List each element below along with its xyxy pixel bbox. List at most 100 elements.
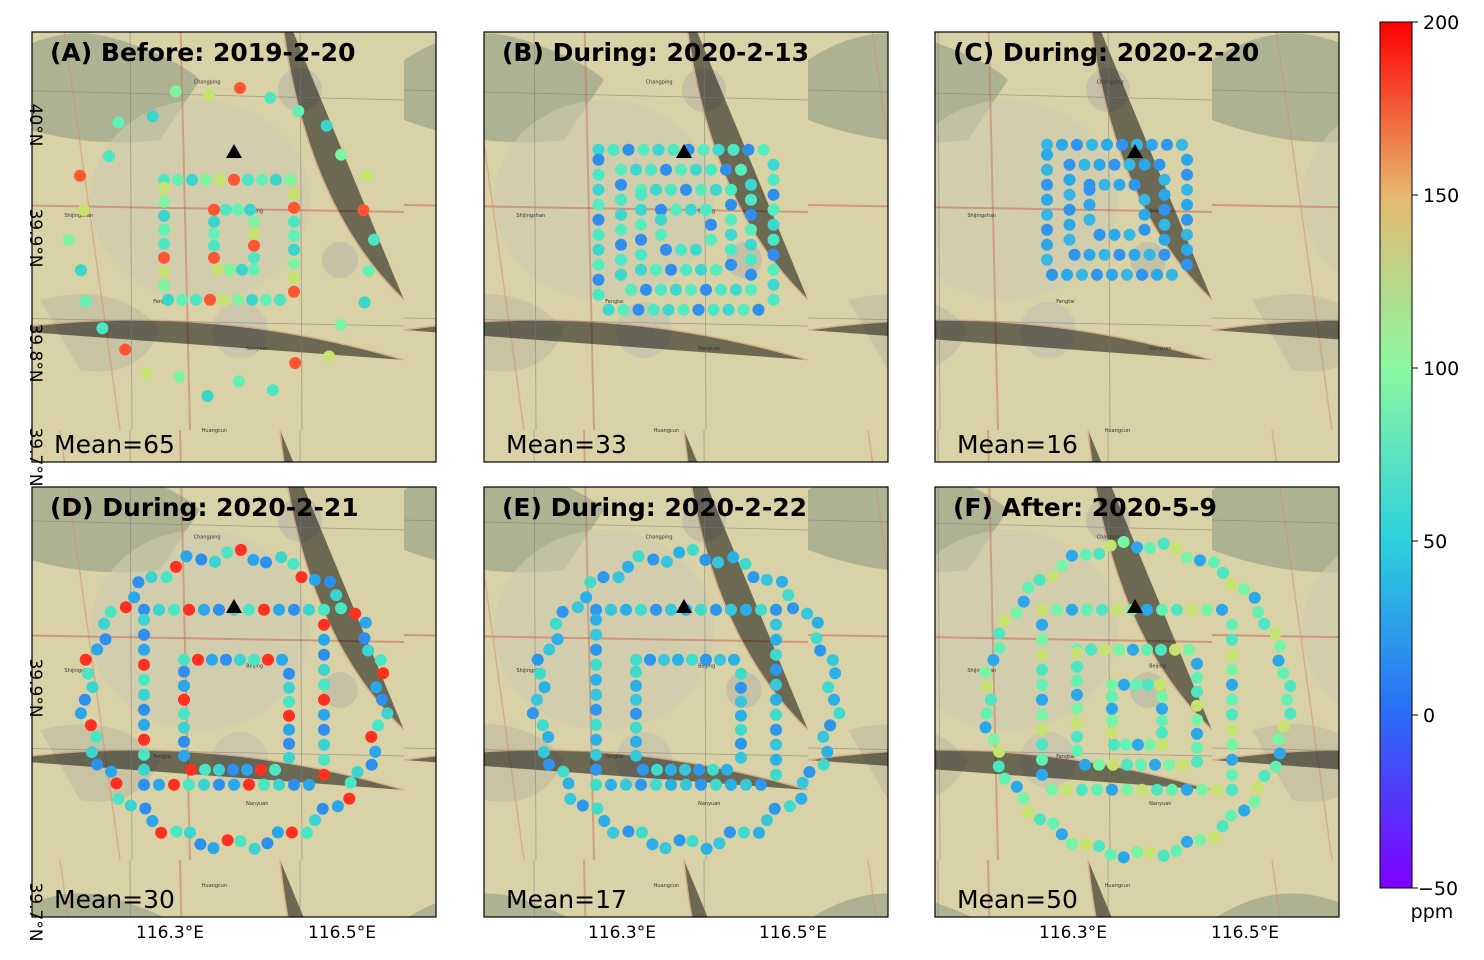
measurement-point	[199, 763, 211, 776]
measurement-point	[735, 723, 747, 736]
measurement-point	[1201, 603, 1213, 616]
measurement-point	[735, 737, 747, 750]
measurement-point	[138, 748, 150, 761]
measurement-point	[248, 215, 260, 228]
measurement-point	[735, 709, 747, 722]
measurement-point	[767, 293, 780, 306]
measurement-point	[590, 613, 602, 626]
measurement-point	[630, 653, 642, 666]
measurement-point	[615, 178, 627, 191]
measurement-point	[735, 751, 747, 764]
measurement-point	[753, 826, 765, 839]
measurement-point	[1166, 268, 1178, 281]
measurement-point	[647, 303, 660, 316]
measurement-point	[1071, 688, 1083, 701]
measurement-point	[590, 688, 602, 701]
measurement-point	[700, 203, 712, 216]
colorbar-tick-150: 150	[1423, 185, 1459, 207]
measurement-point	[303, 603, 315, 616]
measurement-point	[1106, 726, 1118, 739]
measurement-point	[169, 85, 182, 98]
measurement-point	[138, 658, 150, 671]
panel-mean-a: Mean=65	[54, 430, 175, 459]
measurement-point	[1158, 203, 1171, 216]
measurement-point	[1071, 646, 1083, 659]
lat-tick-39-9: 39.9°N	[25, 208, 45, 267]
measurement-point	[557, 765, 570, 778]
basemap-e	[483, 486, 889, 918]
measurement-point	[725, 258, 737, 271]
measurement-point	[770, 663, 782, 676]
measurement-point	[1098, 178, 1111, 191]
measurement-point	[672, 653, 684, 666]
measurement-point	[590, 658, 602, 671]
measurement-point	[630, 707, 642, 720]
measurement-point	[1041, 223, 1053, 236]
measurement-point	[592, 198, 605, 211]
measurement-point	[1118, 678, 1130, 691]
measurement-point	[1034, 813, 1046, 826]
measurement-point	[1237, 583, 1250, 596]
measurement-point	[1143, 248, 1156, 261]
measurement-point	[1191, 685, 1203, 698]
map-panel-d: Beijing Shijingshan Fengtai Nanyuan Huangcun…	[31, 486, 437, 918]
measurement-points-c	[1041, 138, 1193, 281]
measurement-point	[551, 633, 564, 646]
measurement-point	[776, 575, 788, 588]
measurement-point	[62, 233, 75, 246]
panel-title-b: (B) During: 2020-2-13	[502, 38, 809, 67]
measurement-point	[234, 543, 247, 556]
measurement-point	[1046, 783, 1058, 796]
measurement-point	[787, 602, 799, 615]
measurement-point	[615, 268, 627, 281]
measurement-point	[1138, 193, 1151, 206]
measurement-point	[288, 229, 300, 242]
measurement-point	[710, 263, 722, 276]
measurement-point	[1036, 753, 1048, 766]
station-triangle-icon	[226, 599, 242, 613]
measurement-point	[655, 203, 667, 216]
measurement-point	[1096, 603, 1108, 616]
measurement-point	[1272, 654, 1285, 667]
measurement-point	[1258, 617, 1271, 630]
measurement-point	[673, 834, 686, 847]
measurement-point	[273, 778, 285, 791]
measurement-point	[710, 183, 722, 196]
measurement-point	[745, 193, 757, 206]
measurement-point	[255, 763, 267, 776]
measurement-point	[1076, 268, 1088, 281]
measurement-point	[675, 243, 687, 256]
measurement-point	[1274, 640, 1287, 652]
measurement-point	[1091, 268, 1103, 281]
measurement-point	[335, 602, 347, 615]
measurement-point	[138, 643, 150, 656]
measurement-point	[985, 693, 997, 706]
measurement-point	[1120, 738, 1132, 751]
measurement-point	[178, 707, 190, 720]
measurement-point	[770, 693, 782, 706]
measurement-point	[185, 763, 197, 776]
measurement-point	[362, 644, 375, 657]
measurement-point	[745, 208, 757, 221]
lat-tick-39-8: 39.8°N	[25, 323, 45, 382]
measurement-point	[705, 218, 717, 231]
measurement-point	[768, 802, 781, 815]
basemap-d	[31, 486, 437, 918]
measurement-point	[725, 213, 737, 226]
measurement-point	[247, 553, 260, 566]
measurement-point	[770, 648, 782, 661]
measurement-point	[243, 778, 255, 791]
measurement-point	[1177, 758, 1189, 771]
measurement-point	[1123, 228, 1136, 241]
measurement-point	[1093, 228, 1106, 241]
measurement-point	[1216, 603, 1228, 616]
measurement-point	[119, 601, 132, 614]
measurement-point	[1104, 848, 1117, 861]
measurement-point	[662, 303, 675, 316]
measurement-point	[1191, 755, 1203, 768]
measurement-point	[98, 617, 111, 630]
measurement-point	[192, 653, 204, 666]
measurement-point	[714, 653, 726, 666]
measurement-point	[592, 213, 605, 226]
measurement-point	[221, 546, 234, 559]
